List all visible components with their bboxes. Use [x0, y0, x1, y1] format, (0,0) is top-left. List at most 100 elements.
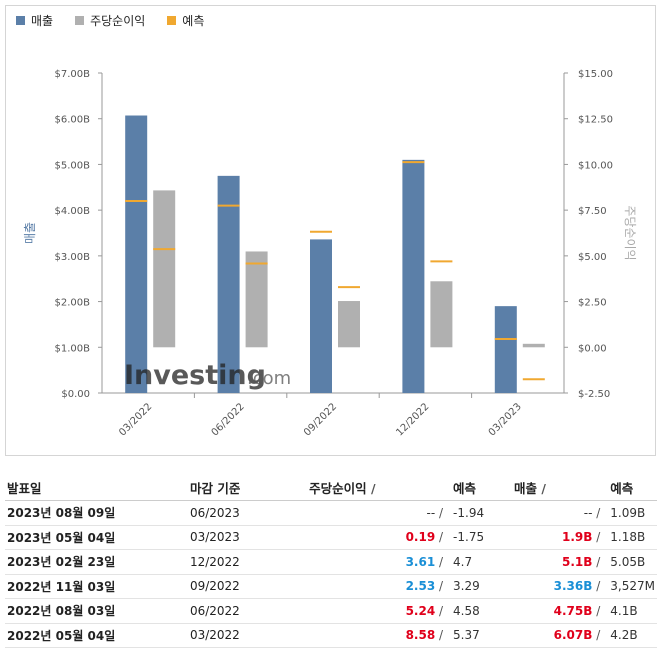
right-tick-label: $12.50 — [578, 115, 613, 126]
row-date: 2023년 05월 04일 — [5, 525, 188, 550]
row-revenue-forecast: 4.2B — [602, 623, 657, 648]
header-eps-slash: / — [371, 480, 376, 496]
left-tick-label: $6.00B — [55, 115, 91, 126]
row-eps-forecast: -1.75 — [445, 525, 512, 550]
row-date: 2022년 05월 04일 — [5, 623, 188, 648]
table-row: 2022년 05월 04일 03/2022 8.58 /5.37 6.07B /4.2… — [5, 623, 657, 648]
row-eps-value: 5.24 — [405, 603, 436, 618]
row-revenue-value: 4.75B — [553, 603, 593, 618]
category-label: 03/2022 — [117, 401, 154, 438]
row-eps-forecast: 3.29 — [445, 574, 512, 599]
row-revenue-slash: / — [596, 579, 601, 594]
row-eps-cell: 0.19 / — [307, 525, 446, 550]
legend-swatch-revenue — [16, 16, 25, 25]
row-eps-slash: / — [439, 554, 444, 569]
row-revenue-forecast: 1.18B — [602, 525, 657, 550]
row-eps-value: 8.58 — [405, 628, 436, 643]
left-axis-title: 매출 — [23, 222, 37, 244]
row-period: 09/2022 — [187, 574, 308, 599]
revenue-bar — [125, 115, 148, 393]
category-label: 09/2022 — [302, 401, 339, 438]
header-eps[interactable]: 주당순이익 / — [307, 474, 446, 501]
watermark-suffix: .com — [247, 368, 291, 389]
left-tick-label: $1.00B — [55, 343, 91, 354]
revenue-bar — [494, 306, 517, 393]
left-tick-label: $7.00B — [55, 69, 91, 80]
header-revenue[interactable]: 매출 / — [511, 474, 603, 501]
right-tick-label: $15.00 — [578, 69, 613, 80]
left-tick-label: $0.00 — [61, 389, 90, 400]
row-eps-value: -- — [426, 505, 436, 520]
row-eps-slash: / — [439, 628, 444, 643]
row-eps-cell: 2.53 / — [307, 574, 446, 599]
table-row: 2023년 08월 09일 06/2023 -- / -1.94 -- /1.09B — [5, 500, 657, 526]
row-eps-slash: / — [439, 603, 444, 618]
row-period: 03/2023 — [187, 525, 308, 550]
eps-bar — [522, 343, 545, 348]
row-revenue-value: 5.1B — [562, 554, 593, 569]
row-eps-forecast: 4.58 — [445, 598, 512, 624]
legend-item-forecast[interactable]: 예측 — [167, 12, 204, 29]
eps-bar — [245, 251, 268, 348]
legend-item-revenue[interactable]: 매출 — [16, 12, 53, 29]
legend-label-revenue: 매출 — [31, 14, 54, 28]
category-label: 12/2022 — [394, 401, 431, 438]
row-revenue-slash: / — [596, 603, 601, 618]
revenue-bar — [217, 175, 240, 393]
row-eps-slash: / — [439, 530, 444, 545]
category-label: 03/2023 — [487, 401, 524, 438]
earnings-chart: 매출 주당순이익 예측 $0.00 $1.00B $2.00B $3.00B $4.00… — [5, 5, 656, 456]
row-date: 2022년 08월 03일 — [5, 598, 188, 624]
row-period: 12/2022 — [187, 549, 308, 575]
header-revenue-slash: / — [541, 480, 546, 496]
header-eps-forecast[interactable]: 예측 — [445, 474, 512, 501]
left-tick-label: $4.00B — [55, 206, 91, 217]
row-eps-forecast: 4.7 — [445, 549, 512, 575]
right-axis-title: 주당순이익 — [623, 205, 637, 260]
right-tick-label: $-2.50 — [578, 389, 610, 400]
row-revenue-forecast: 1.09B — [602, 500, 657, 526]
row-revenue-cell: 4.75B / — [511, 598, 603, 624]
row-eps-value: 0.19 — [405, 530, 436, 545]
chart-legend: 매출 주당순이익 예측 — [16, 12, 226, 29]
header-revenue-label: 매출 — [513, 480, 537, 496]
row-revenue-value: 1.9B — [562, 530, 593, 545]
row-revenue-cell: 5.1B / — [511, 549, 603, 575]
row-period: 06/2022 — [187, 598, 308, 624]
row-revenue-slash: / — [596, 554, 601, 569]
earnings-table: 발표일 마감 기준 주당순이익 / 예측 매출 / 예측 2023년 08월 0… — [5, 474, 657, 648]
row-date: 2023년 08월 09일 — [5, 500, 188, 526]
table-row: 2022년 11월 03일 09/2022 2.53 /3.29 3.36B /3,5… — [5, 574, 657, 599]
right-tick-label: $7.50 — [578, 206, 607, 217]
row-eps-value: 2.53 — [405, 579, 436, 594]
row-revenue-value: -- — [583, 505, 593, 520]
row-eps-slash: / — [439, 579, 444, 594]
revenue-bar — [402, 159, 425, 393]
row-revenue-cell: 3.36B / — [511, 574, 603, 599]
row-period: 03/2022 — [187, 623, 308, 648]
table-row: 2023년 02월 23일 12/2022 3.61 /4.7 5.1B /5.05B — [5, 549, 657, 575]
table-row: 2023년 05월 04일 03/2023 0.19 /-1.75 1.9B /1.1… — [5, 525, 657, 550]
legend-swatch-eps — [75, 16, 85, 25]
legend-label-forecast: 예측 — [182, 14, 205, 28]
row-revenue-slash: / — [596, 628, 601, 643]
header-period[interactable]: 마감 기준 — [187, 474, 308, 501]
row-revenue-cell: 6.07B / — [511, 623, 603, 648]
row-revenue-cell: 1.9B / — [511, 525, 603, 550]
row-eps-cell: -- / — [307, 500, 446, 526]
table-row: 2022년 08월 03일 06/2022 5.24 /4.58 4.75B /4.1… — [5, 598, 657, 624]
left-tick-label: $5.00B — [55, 160, 91, 171]
legend-label-eps: 주당순이익 — [90, 14, 146, 28]
row-period: 06/2023 — [187, 500, 308, 526]
row-date: 2023년 02월 23일 — [5, 549, 188, 575]
header-revenue-forecast[interactable]: 예측 — [602, 474, 657, 501]
header-date[interactable]: 발표일 — [5, 474, 188, 501]
row-revenue-forecast: 5.05B — [602, 549, 657, 575]
row-revenue-forecast: 3,527M — [602, 574, 657, 599]
legend-item-eps[interactable]: 주당순이익 — [75, 12, 145, 29]
row-eps-slash: / — [439, 505, 444, 520]
row-eps-forecast: -1.94 — [445, 500, 512, 526]
eps-bar — [430, 281, 453, 348]
category-label: 06/2022 — [210, 401, 247, 438]
row-eps-cell: 8.58 / — [307, 623, 446, 648]
